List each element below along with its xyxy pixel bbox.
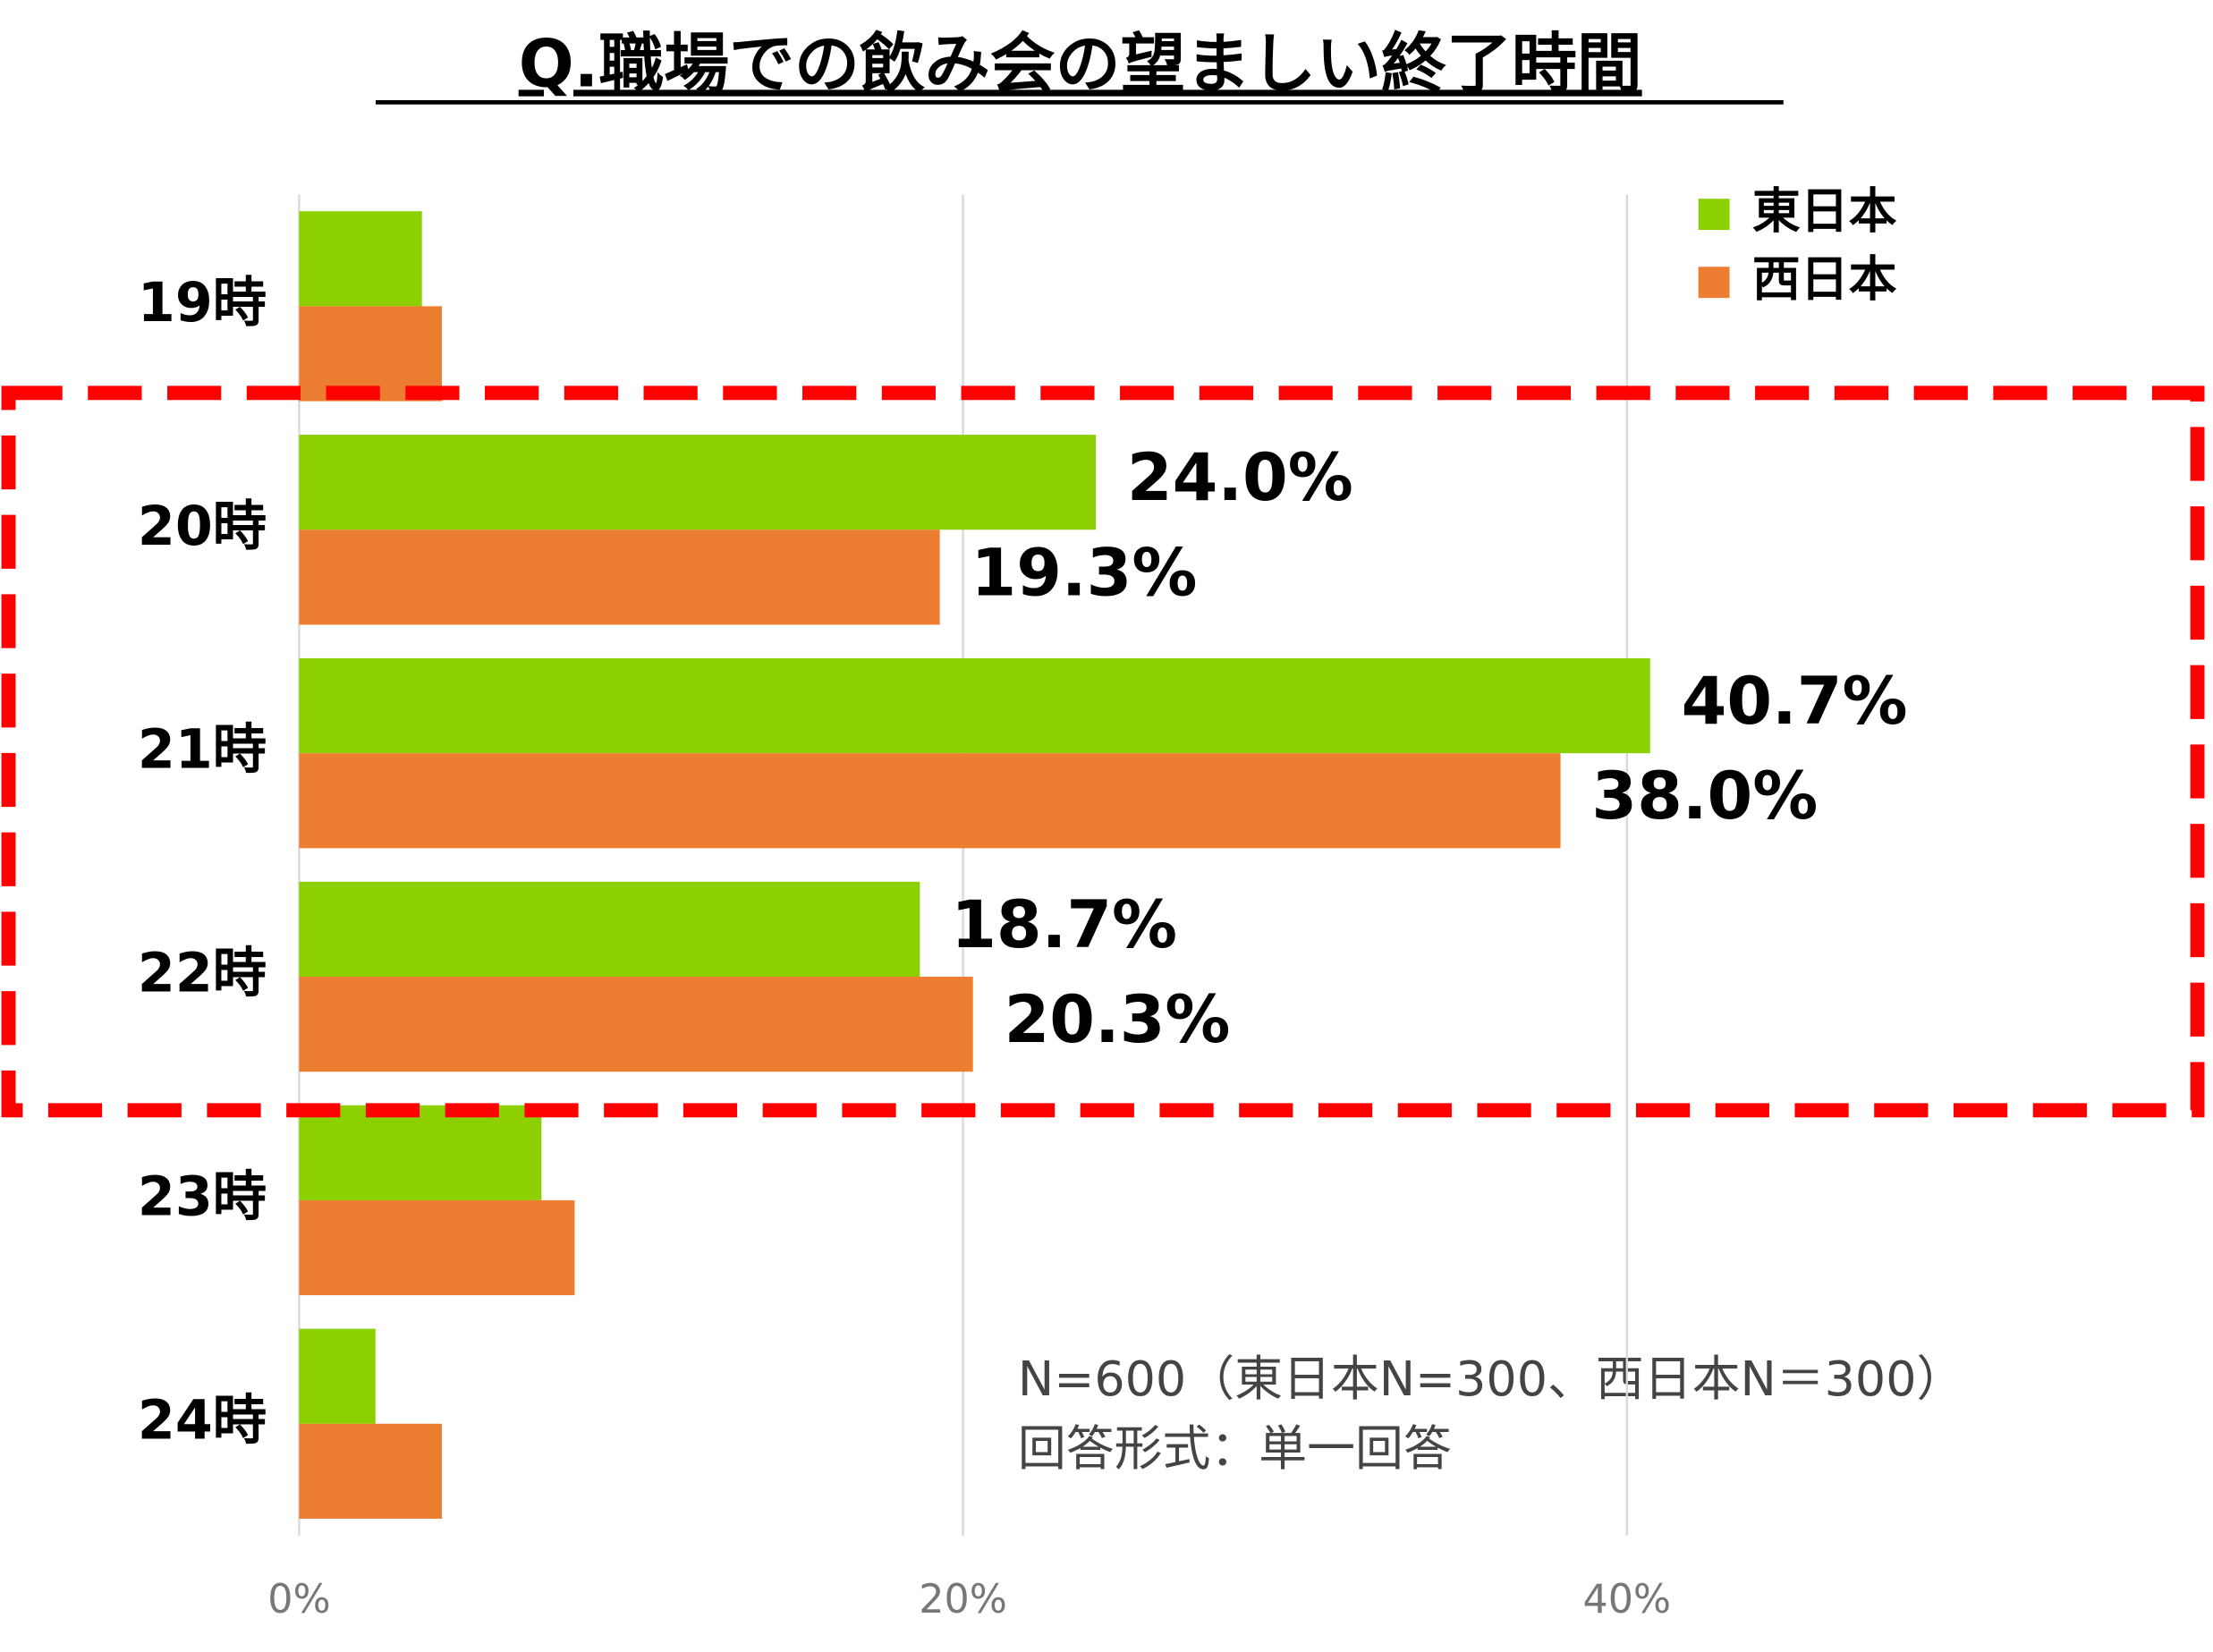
x-tick-label: 0% — [267, 1577, 330, 1622]
data-label: 38.0% — [1591, 758, 1818, 834]
legend-label: 西日本 — [1752, 250, 1897, 307]
data-label: 24.0% — [1127, 440, 1353, 516]
highlight-box — [1, 385, 2205, 1118]
bar — [299, 977, 973, 1072]
y-tick-label: 22時 — [138, 943, 267, 1005]
y-tick-label: 20時 — [138, 496, 267, 558]
bar — [299, 1328, 376, 1424]
x-tick-label: 20% — [919, 1577, 1007, 1622]
note: 回答形式：単一回答 — [1018, 1420, 1452, 1477]
y-tick-label: 21時 — [138, 719, 267, 782]
data-label: 40.7% — [1682, 664, 1908, 740]
x-tick-label: 40% — [1582, 1577, 1671, 1622]
bar — [299, 211, 422, 307]
legend-swatch — [1698, 199, 1730, 231]
bar — [299, 657, 1650, 754]
bar — [299, 1423, 442, 1519]
bar — [299, 306, 442, 402]
y-tick-label: 19時 — [138, 272, 267, 335]
y-tick-label: 23時 — [138, 1166, 267, 1229]
bar — [299, 881, 920, 978]
note: N=600（東日本N=300、西日本N＝300） — [1018, 1351, 1964, 1407]
bar — [299, 753, 1561, 849]
data-label: 19.3% — [971, 535, 1197, 611]
bar — [299, 1199, 575, 1296]
bar — [299, 1105, 542, 1200]
bar — [299, 435, 1097, 530]
data-label: 20.3% — [1005, 982, 1231, 1058]
bar — [299, 529, 940, 625]
chart-title: Q.職場での飲み会の望ましい終了時間 — [519, 26, 1642, 102]
y-tick-label: 24時 — [138, 1389, 267, 1452]
legend-swatch — [1698, 267, 1730, 299]
legend-label: 東日本 — [1752, 182, 1897, 239]
data-label: 18.7% — [951, 887, 1177, 963]
